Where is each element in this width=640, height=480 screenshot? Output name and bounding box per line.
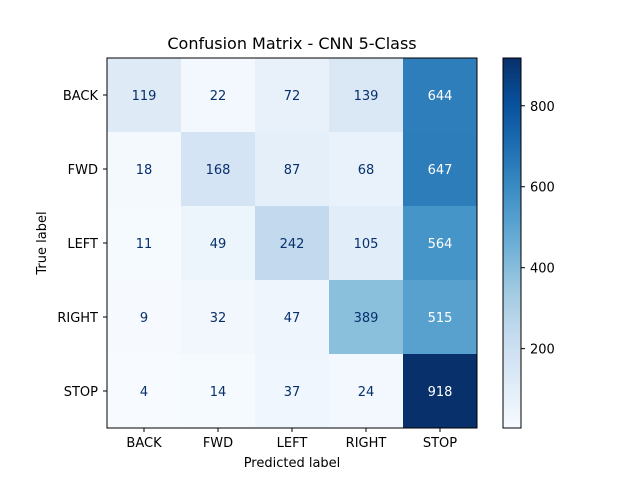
cell-value-label: 37 xyxy=(284,385,301,400)
cell-value-label: 72 xyxy=(284,89,301,104)
cell-value-label: 564 xyxy=(428,237,453,252)
y-axis-label: True label xyxy=(35,211,50,275)
chart-title: Confusion Matrix - CNN 5-Class xyxy=(167,34,416,53)
heatmap-cell xyxy=(107,206,182,281)
colorbar: 200 400 600 800 xyxy=(502,57,555,429)
x-tick-label: LEFT xyxy=(277,436,308,451)
heatmap-cell xyxy=(181,280,256,355)
cell-value-label: 4 xyxy=(140,385,148,400)
heatmap-cell xyxy=(107,280,182,355)
heatmap-cell xyxy=(181,206,256,281)
y-tick-label: LEFT xyxy=(67,237,98,252)
heatmap-cell xyxy=(255,354,330,429)
heatmap-cell xyxy=(255,280,330,355)
heatmap-cell xyxy=(329,58,404,133)
heatmap-cell xyxy=(403,132,478,207)
x-tick-label: STOP xyxy=(423,436,457,451)
cell-value-label: 47 xyxy=(284,311,301,326)
cell-value-label: 49 xyxy=(210,237,227,252)
cell-value-label: 119 xyxy=(132,89,157,104)
heatmap-cell xyxy=(107,58,182,133)
x-tick-label: RIGHT xyxy=(346,436,387,451)
x-axis-label: Predicted label xyxy=(244,456,341,471)
heatmap-cell xyxy=(329,280,404,355)
heatmap-cell xyxy=(329,354,404,429)
heatmap-cell xyxy=(403,58,478,133)
cell-value-label: 389 xyxy=(354,311,379,326)
heatmap-cell xyxy=(181,354,256,429)
cell-value-label: 918 xyxy=(428,385,453,400)
heatmap-cell xyxy=(107,132,182,207)
x-tick-label: FWD xyxy=(203,436,233,451)
cell-value-label: 515 xyxy=(428,311,453,326)
colorbar-tick-label: 800 xyxy=(530,100,555,115)
y-tick-label: FWD xyxy=(68,163,98,178)
cell-value-label: 11 xyxy=(136,237,153,252)
y-tick-label: BACK xyxy=(63,89,99,104)
heatmap-cell xyxy=(181,132,256,207)
y-tick-label: STOP xyxy=(64,385,98,400)
cell-value-label: 644 xyxy=(428,89,453,104)
heatmap-cell xyxy=(181,58,256,133)
y-axis-ticks: BACK FWD LEFT RIGHT STOP xyxy=(57,89,107,400)
cell-value-label: 242 xyxy=(280,237,305,252)
heatmap-cell xyxy=(107,354,182,429)
cell-value-label: 24 xyxy=(358,385,375,400)
heatmap-cell-labels: 119 22 72 139 644 18 168 87 68 647 11 49 242 105 564 9 3… xyxy=(132,89,453,400)
cell-value-label: 32 xyxy=(210,311,227,326)
cell-value-label: 647 xyxy=(428,163,453,178)
x-tick-label: BACK xyxy=(126,436,162,451)
heatmap-cell xyxy=(403,280,478,355)
heatmap-cell xyxy=(403,206,478,281)
heatmap-cell xyxy=(255,132,330,207)
heatmap-cell xyxy=(255,58,330,133)
cell-value-label: 105 xyxy=(354,237,379,252)
cell-value-label: 18 xyxy=(136,163,153,178)
y-tick-label: RIGHT xyxy=(57,311,98,326)
heatmap-cell xyxy=(403,354,478,429)
heatmap-cell xyxy=(329,206,404,281)
cell-value-label: 168 xyxy=(206,163,231,178)
cell-value-label: 22 xyxy=(210,89,227,104)
colorbar-tick-label: 400 xyxy=(530,262,555,277)
heatmap-cell xyxy=(329,132,404,207)
colorbar-tick-label: 200 xyxy=(530,343,555,358)
cell-value-label: 139 xyxy=(354,89,379,104)
cell-value-label: 14 xyxy=(210,385,227,400)
cell-value-label: 87 xyxy=(284,163,301,178)
heatmap-cell xyxy=(255,206,330,281)
cell-value-label: 9 xyxy=(140,311,148,326)
x-axis-ticks: BACK FWD LEFT RIGHT STOP xyxy=(126,428,457,451)
colorbar-frame xyxy=(502,57,522,429)
cell-value-label: 68 xyxy=(358,163,375,178)
colorbar-gradient xyxy=(503,58,521,428)
heatmap-cells xyxy=(107,58,478,429)
colorbar-tick-label: 600 xyxy=(530,181,555,196)
